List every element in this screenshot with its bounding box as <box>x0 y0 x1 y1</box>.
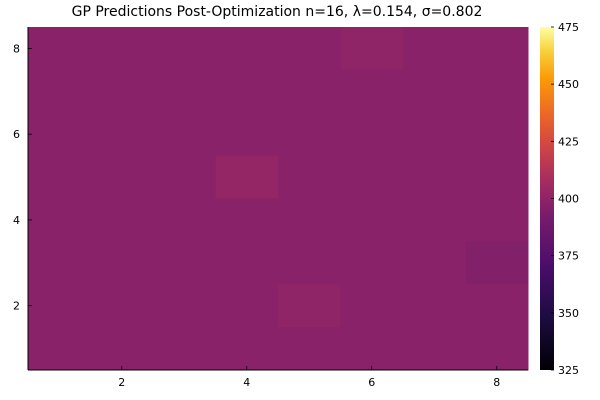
heatmap-cell <box>215 112 279 157</box>
y-axis-ticks: 2 4 6 8 <box>13 42 32 313</box>
colorbar-tick-label: 475 <box>558 21 579 34</box>
heatmap-cell <box>340 27 404 71</box>
colorbar-tick-label: 450 <box>558 78 579 91</box>
heatmap-cell <box>90 155 154 199</box>
x-tick-label: 4 <box>243 376 250 389</box>
heatmap-cell <box>278 155 341 199</box>
heatmap-cell <box>28 27 91 71</box>
y-tick-label: 4 <box>13 214 20 227</box>
heatmap-cell <box>215 198 279 242</box>
heatmap-cell <box>153 27 216 71</box>
heatmap-cell <box>90 27 154 71</box>
heatmap-cell <box>28 284 91 328</box>
heatmap-cell <box>340 69 404 114</box>
heatmap-cell <box>403 241 466 285</box>
heatmap-cell <box>465 112 529 157</box>
y-tick-label: 6 <box>13 128 20 141</box>
y-tick-label: 8 <box>13 42 20 55</box>
heatmap-cell <box>465 284 529 328</box>
heatmap-cell <box>340 327 404 371</box>
heatmap-cell <box>340 241 404 285</box>
heatmap-cell <box>153 284 216 328</box>
heatmap-cell <box>403 327 466 371</box>
heatmap-cell <box>278 198 341 242</box>
colorbar-tick-label: 375 <box>558 250 579 263</box>
x-tick-label: 6 <box>368 376 375 389</box>
heatmap-cell <box>215 241 279 285</box>
chart-title: GP Predictions Post-Optimization n=16, λ… <box>72 4 483 20</box>
heatmap-cell <box>403 284 466 328</box>
heatmap-cell <box>340 198 404 242</box>
heatmap-cell <box>340 284 404 328</box>
heatmap-cell <box>215 284 279 328</box>
heatmap-cell <box>90 327 154 371</box>
heatmap-cell <box>28 198 91 242</box>
heatmap-cell <box>340 155 404 199</box>
heatmap-cell <box>153 112 216 157</box>
y-tick-label: 2 <box>13 300 20 313</box>
heatmap-cell <box>278 27 341 71</box>
heatmap-cell <box>90 112 154 157</box>
heatmap-cell <box>215 27 279 71</box>
heatmap-cell <box>28 155 91 199</box>
heatmap-cell <box>278 284 341 328</box>
heatmap-cell <box>90 284 154 328</box>
heatmap-cell <box>28 112 91 157</box>
heatmap-cell <box>28 69 91 114</box>
heatmap-cell <box>403 27 466 71</box>
colorbar <box>540 27 554 370</box>
heatmap-cell <box>28 327 91 371</box>
heatmap-cell <box>215 155 279 199</box>
colorbar-tick-label: 400 <box>558 193 579 206</box>
heatmap-cell <box>403 112 466 157</box>
heatmap-cell <box>465 69 529 114</box>
heatmap-cell <box>340 112 404 157</box>
heatmap-cell <box>153 241 216 285</box>
heatmap-cell <box>153 155 216 199</box>
heatmap-cell <box>90 241 154 285</box>
heatmap-cell <box>403 69 466 114</box>
colorbar-tick-label: 325 <box>558 364 579 377</box>
heatmap-cell <box>278 241 341 285</box>
heatmap-cell <box>215 327 279 371</box>
heatmap-cell <box>215 69 279 114</box>
heatmap-cell <box>28 241 91 285</box>
heatmap-cell <box>465 27 529 71</box>
colorbar-tick-label: 350 <box>558 307 579 320</box>
heatmap-cell <box>90 198 154 242</box>
x-axis-ticks: 2 4 6 8 <box>118 366 500 389</box>
heatmap-cell <box>465 155 529 199</box>
heatmap-cell <box>153 198 216 242</box>
heatmap-cell <box>465 327 529 371</box>
plot-axes <box>27 27 528 371</box>
heatmap-cell <box>403 198 466 242</box>
heatmap-cell <box>90 69 154 114</box>
heatmap-cell <box>278 327 341 371</box>
heatmap-cell <box>403 155 466 199</box>
x-tick-label: 2 <box>118 376 125 389</box>
heatmap-cell <box>278 112 341 157</box>
heatmap-cell <box>153 69 216 114</box>
colorbar-ticks: 325 350 375 400 425 450 475 <box>551 21 579 377</box>
x-tick-label: 8 <box>493 376 500 389</box>
colorbar-tick-label: 425 <box>558 135 579 148</box>
heatmap-cells <box>28 27 529 371</box>
heatmap-cell <box>465 198 529 242</box>
heatmap-cell <box>153 327 216 371</box>
heatmap-cell <box>278 69 341 114</box>
heatmap-cell <box>465 241 529 285</box>
